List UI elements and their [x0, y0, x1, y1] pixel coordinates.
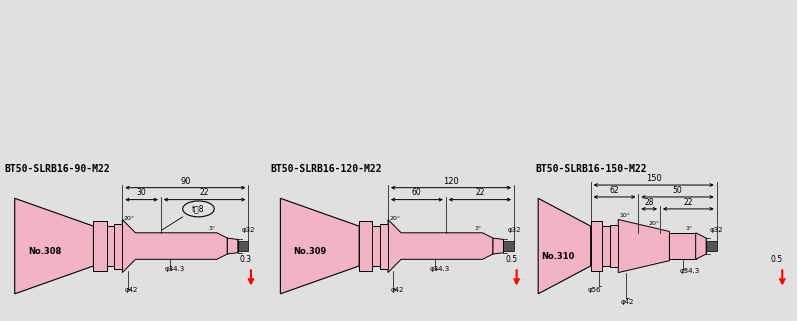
Polygon shape	[122, 220, 227, 273]
Text: t＝8: t＝8	[192, 204, 205, 213]
Polygon shape	[107, 226, 115, 266]
Text: 20°: 20°	[124, 215, 135, 221]
Polygon shape	[611, 225, 618, 267]
Text: 20°: 20°	[649, 221, 659, 226]
Text: 20°: 20°	[389, 215, 400, 221]
Text: φ42: φ42	[621, 299, 634, 306]
Text: φ42: φ42	[391, 288, 404, 293]
Text: 120: 120	[443, 177, 459, 186]
Polygon shape	[618, 220, 669, 273]
Polygon shape	[14, 198, 93, 294]
Text: No.309: No.309	[293, 247, 327, 256]
Polygon shape	[93, 221, 107, 271]
Polygon shape	[388, 220, 493, 273]
Polygon shape	[538, 198, 591, 294]
Polygon shape	[359, 221, 372, 271]
Text: 62: 62	[610, 186, 619, 195]
Text: 0.3: 0.3	[240, 255, 252, 264]
Text: φ42: φ42	[125, 288, 139, 293]
Text: φ56: φ56	[588, 288, 602, 293]
Polygon shape	[227, 238, 238, 254]
Polygon shape	[115, 223, 122, 269]
Text: 22: 22	[684, 198, 693, 207]
Polygon shape	[696, 233, 706, 259]
Text: 50: 50	[673, 186, 682, 195]
Text: φ32: φ32	[241, 227, 255, 233]
Text: BT50-SLRB16-90-M22: BT50-SLRB16-90-M22	[4, 164, 110, 174]
Polygon shape	[372, 226, 380, 266]
Polygon shape	[603, 226, 611, 266]
Polygon shape	[504, 241, 514, 251]
Polygon shape	[238, 241, 249, 251]
Text: φ34.3: φ34.3	[680, 268, 701, 273]
Text: 22: 22	[200, 188, 210, 197]
Polygon shape	[281, 198, 359, 294]
Text: 60: 60	[412, 188, 422, 197]
Polygon shape	[706, 241, 717, 251]
Text: No.308: No.308	[28, 247, 61, 256]
Polygon shape	[493, 238, 504, 254]
Text: 3°: 3°	[685, 226, 693, 231]
Polygon shape	[669, 233, 696, 259]
Text: 90: 90	[180, 177, 190, 186]
Text: 10°: 10°	[619, 213, 630, 218]
Polygon shape	[380, 223, 388, 269]
Text: No.310: No.310	[541, 252, 574, 261]
Text: φ34.3: φ34.3	[430, 266, 450, 272]
Text: φ32: φ32	[508, 227, 521, 233]
Text: 3°: 3°	[209, 226, 216, 231]
Text: φ34.3: φ34.3	[164, 266, 185, 272]
Text: BT50-SLRB16-150-M22: BT50-SLRB16-150-M22	[536, 164, 647, 174]
Text: BT50-SLRB16-120-M22: BT50-SLRB16-120-M22	[270, 164, 382, 174]
Text: φ32: φ32	[710, 227, 724, 233]
Text: 0.5: 0.5	[771, 255, 783, 264]
Polygon shape	[591, 221, 603, 271]
Text: 22: 22	[475, 188, 485, 197]
Text: 0.5: 0.5	[505, 255, 517, 264]
Text: 3°: 3°	[475, 226, 481, 231]
Text: 30: 30	[137, 188, 147, 197]
Text: 150: 150	[646, 174, 662, 183]
Text: 28: 28	[645, 198, 654, 207]
